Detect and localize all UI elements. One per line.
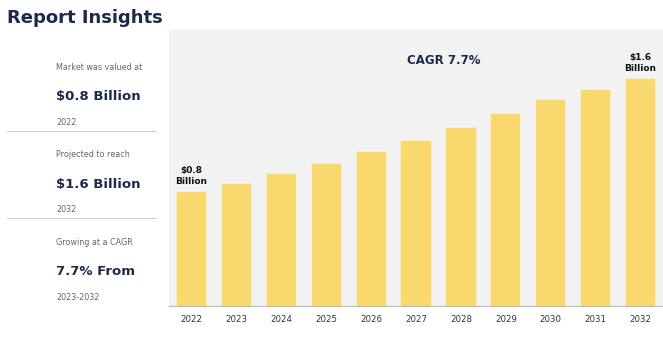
Text: 2022: 2022 [56, 118, 77, 127]
Text: Inhaled Nitric Oxide Market: Inhaled Nitric Oxide Market [8, 323, 170, 333]
Bar [626, 79, 655, 306]
Bar [401, 141, 431, 306]
Text: Report Insights: Report Insights [7, 9, 162, 27]
Text: Report Code: A02681: Report Code: A02681 [8, 348, 105, 357]
Bar [177, 192, 206, 306]
Bar [357, 152, 386, 306]
Text: 2032: 2032 [56, 205, 77, 215]
Text: Growing at a CAGR: Growing at a CAGR [56, 238, 133, 246]
Bar [312, 164, 341, 306]
Text: $1.6
Billion: $1.6 Billion [625, 53, 656, 73]
Text: Projected to reach: Projected to reach [56, 150, 130, 159]
Bar [536, 100, 566, 306]
Text: $1.6 Billion: $1.6 Billion [56, 178, 141, 191]
Bar [446, 129, 475, 306]
Text: 7.7% From: 7.7% From [56, 265, 135, 278]
Text: $0.8
Billion: $0.8 Billion [176, 166, 208, 187]
Bar [222, 184, 251, 306]
Text: 2023-2032: 2023-2032 [56, 293, 99, 302]
Text: Market was valued at: Market was valued at [56, 63, 143, 72]
Text: $0.8 Billion: $0.8 Billion [56, 90, 141, 103]
Bar [491, 114, 520, 306]
Text: © All right reserved: © All right reserved [565, 348, 655, 357]
Text: CAGR 7.7%: CAGR 7.7% [407, 54, 481, 68]
Bar [267, 174, 296, 306]
Bar [581, 90, 610, 306]
Text: Allied Market Research: Allied Market Research [518, 323, 655, 333]
